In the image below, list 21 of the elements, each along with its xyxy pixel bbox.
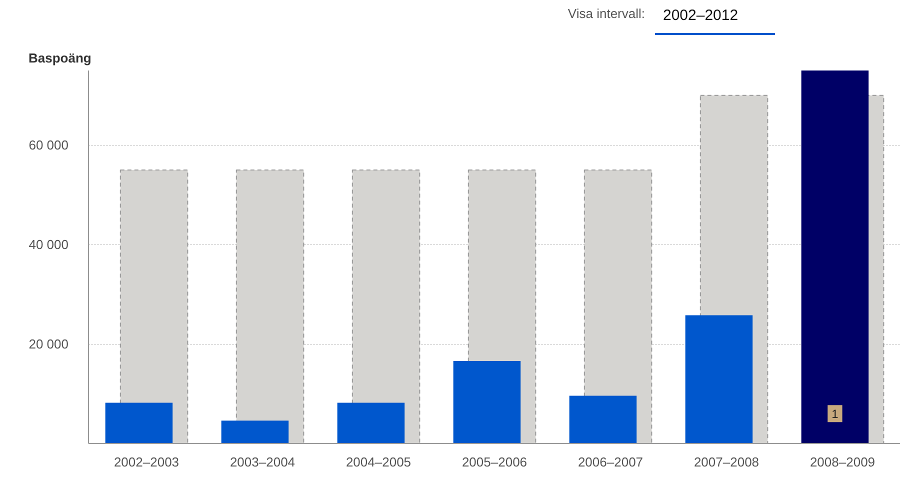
x-tick-label: 2006–2007 [578, 454, 644, 470]
bar [685, 315, 753, 444]
y-axis-title: Baspoäng [28, 50, 92, 66]
bar [105, 402, 173, 444]
x-tick-label: 2005–2006 [462, 454, 528, 470]
y-tick-label: 60 000 [28, 138, 69, 153]
text: 2002–2012 [663, 6, 738, 26]
bar [569, 396, 637, 444]
x-tick-label: 2002–2003 [114, 454, 180, 470]
annotation: 1 [832, 407, 839, 422]
x-tick-label: 2007–2008 [694, 454, 760, 470]
bar [221, 420, 289, 444]
text: Visa intervall: [568, 5, 645, 23]
bar [453, 360, 521, 444]
x-tick-label: 2004–2005 [346, 454, 412, 470]
bar [337, 402, 405, 444]
y-tick-label: 40 000 [28, 237, 69, 252]
x-tick-label: 2003–2004 [230, 454, 296, 470]
y-tick-label: 20 000 [28, 336, 69, 352]
bar [801, 70, 869, 444]
x-tick-label: 2008–2009 [810, 454, 876, 470]
